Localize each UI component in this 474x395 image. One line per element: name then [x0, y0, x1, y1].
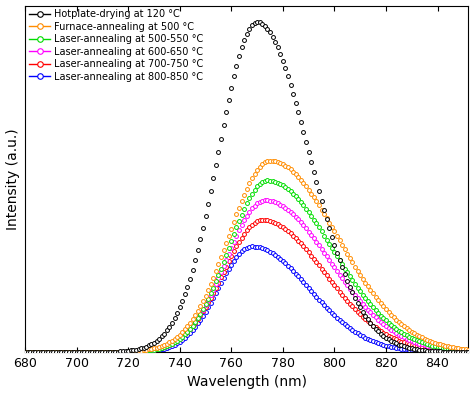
Y-axis label: Intensity (a.u.): Intensity (a.u.): [6, 128, 19, 229]
Legend: Hotplate-drying at 120 °C, Furnace-annealing at 500 °C, Laser-annealing at 500-5: Hotplate-drying at 120 °C, Furnace-annea…: [28, 8, 204, 83]
X-axis label: Wavelength (nm): Wavelength (nm): [187, 375, 307, 389]
